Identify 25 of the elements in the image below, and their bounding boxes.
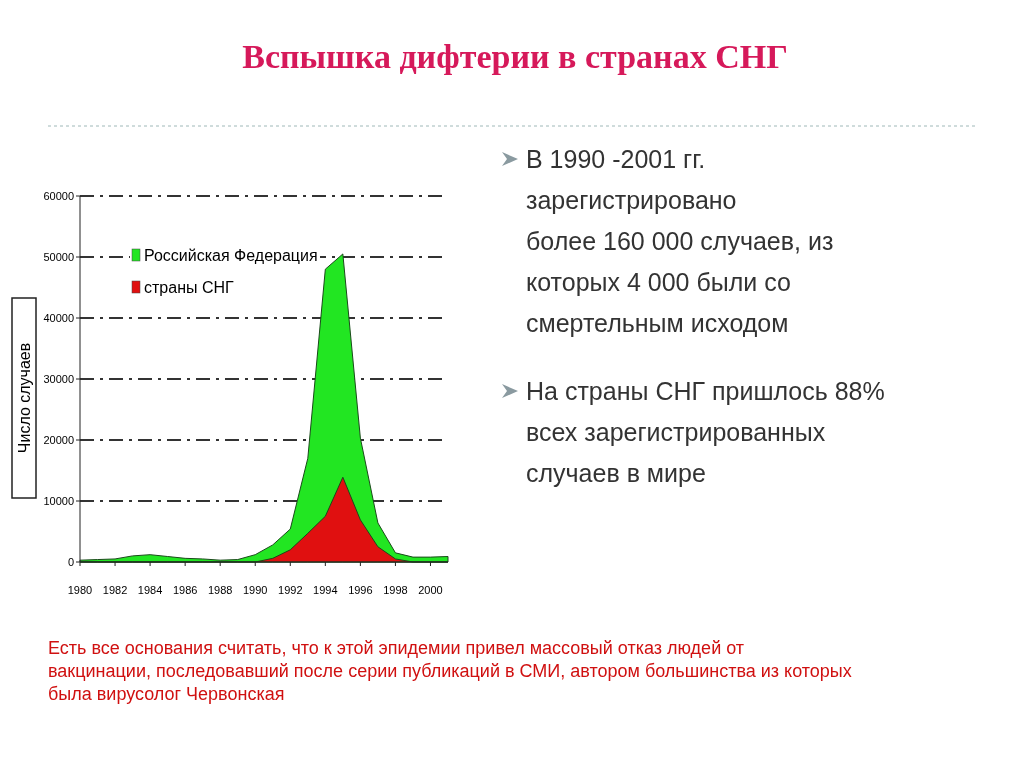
y-tick-label: 30000 [43,373,74,385]
chart-title: Вспышка дифтерии в странах СНГ [242,38,788,75]
x-tick-label: 1984 [137,584,163,596]
x-tick-label: 1996 [348,584,373,596]
x-tick-label: 1998 [383,584,408,596]
text: Есть все основания считать, что к этой эпидемии привел массовый отказ людей от вакцинации, последовавший после серии публикаций в СМИ, автором большинства из которых была вирусолог Червонская [48,638,852,704]
x-tick-label: 1988 [207,584,233,596]
y-tick-label: 20000 [43,434,74,446]
x-tick-label: 1990 [243,584,268,596]
y-tick-label: 10000 [43,495,74,507]
x-tick-label: 2000 [418,584,443,596]
x-tick-label: 1982 [102,584,128,596]
y-tick-label: 60000 [43,190,74,202]
y-tick-label: 0 [67,556,74,568]
x-tick-label: 1994 [313,584,338,596]
y-tick-label: 50000 [43,251,74,263]
y-axis-title: Число случаев [16,342,33,454]
legend-label: страны СНГ [144,279,235,296]
x-tick-label: 1992 [278,584,303,596]
text: В 1990 -2001 гг. зарегистрировано более 160 000 случаев, из которых 4 000 были со смертельным исходом [526,145,834,337]
x-tick-label: 1986 [172,584,198,596]
y-tick-label: 40000 [43,312,74,324]
x-tick-label: 1980 [67,584,93,596]
text: На страны СНГ пришлось 88% всех зарегистрированных случаев в мире [526,377,885,487]
legend-label: Российская Федерация [144,247,318,264]
